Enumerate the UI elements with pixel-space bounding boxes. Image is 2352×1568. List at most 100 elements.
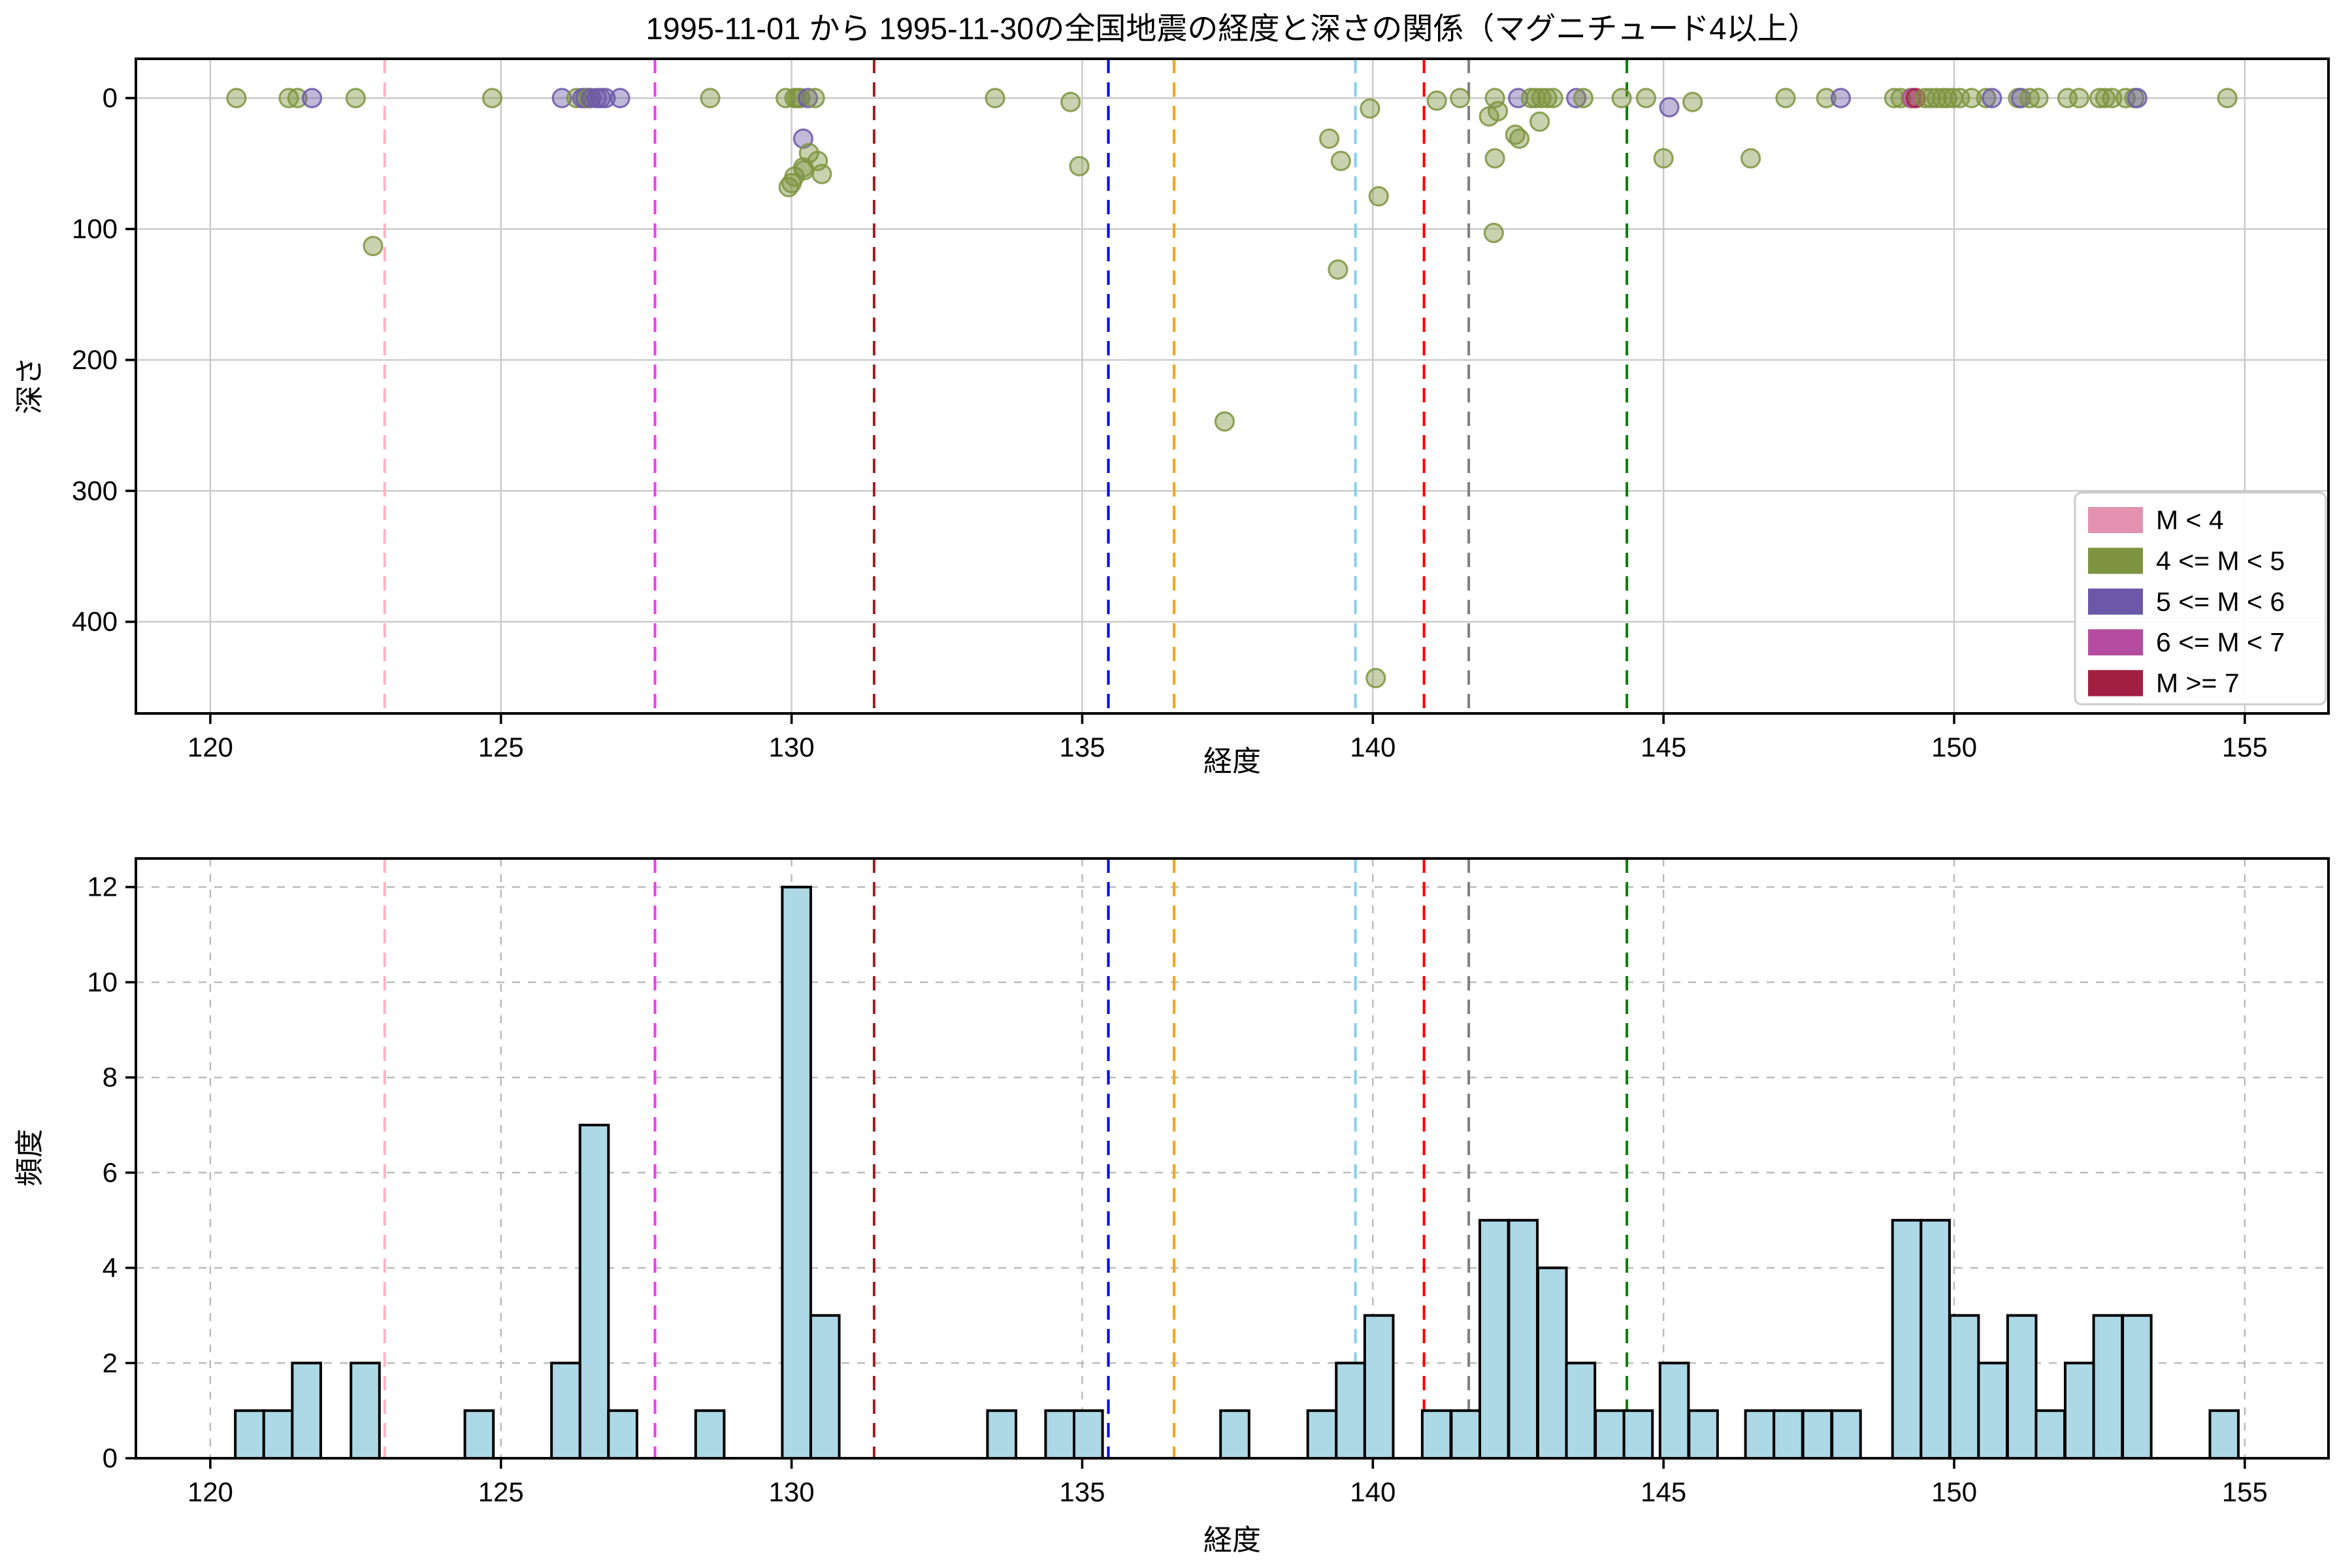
scatter-point bbox=[2068, 88, 2089, 108]
histogram-bar bbox=[1044, 1409, 1075, 1460]
histogram-bar bbox=[809, 1314, 841, 1460]
bottom-x-tick-label: 145 bbox=[1641, 1477, 1686, 1507]
top-y-tick-label: 400 bbox=[72, 606, 118, 637]
scatter-point bbox=[1653, 148, 1674, 169]
scatter-point bbox=[1659, 97, 1680, 118]
histogram-bar bbox=[262, 1409, 294, 1460]
scatter-point bbox=[1635, 88, 1657, 108]
bottom-y-tick-label: 12 bbox=[87, 872, 118, 902]
histogram-bar bbox=[1891, 1218, 1923, 1460]
scatter-point bbox=[1328, 259, 1348, 280]
scatter-point bbox=[1537, 88, 1558, 108]
scatter-point bbox=[1520, 88, 1541, 108]
top-x-tick-label: 155 bbox=[2222, 732, 2268, 762]
scatter-point bbox=[2127, 88, 2148, 108]
histogram-bar bbox=[1831, 1409, 1862, 1460]
histogram-bar bbox=[2208, 1409, 2240, 1460]
top-plot-frame bbox=[135, 57, 2330, 715]
histogram-bar bbox=[463, 1409, 495, 1460]
scatter-point bbox=[1529, 111, 1550, 132]
bottom-y-tick-label: 8 bbox=[103, 1062, 118, 1092]
top-x-tick-label: 145 bbox=[1641, 732, 1686, 762]
top-x-tick-label: 140 bbox=[1350, 732, 1396, 762]
top-xaxis-label: 経度 bbox=[1203, 745, 1261, 777]
histogram-bar bbox=[291, 1362, 322, 1460]
top-x-tick-label: 130 bbox=[769, 732, 815, 762]
legend-swatch bbox=[2088, 547, 2143, 574]
histogram-bar bbox=[2034, 1409, 2066, 1460]
scatter-point bbox=[226, 88, 247, 108]
scatter-point bbox=[790, 88, 811, 108]
scatter-point bbox=[1478, 106, 1499, 127]
scatter-point bbox=[1816, 88, 1837, 108]
scatter-point bbox=[1976, 88, 1997, 108]
scatter-point bbox=[804, 88, 825, 108]
bottom-y-tick-label: 6 bbox=[103, 1157, 118, 1188]
histogram-bar bbox=[1536, 1266, 1568, 1460]
scatter-point bbox=[301, 88, 323, 108]
legend-label: M < 4 bbox=[2156, 505, 2224, 535]
scatter-point bbox=[287, 88, 308, 108]
scatter-point bbox=[1509, 128, 1530, 149]
legend-label: 5 <= M < 6 bbox=[2156, 587, 2285, 617]
scatter-point bbox=[797, 88, 819, 108]
scatter-point bbox=[482, 88, 502, 108]
top-x-tick-label: 125 bbox=[478, 732, 524, 762]
scatter-point bbox=[595, 88, 616, 108]
histogram-bar bbox=[781, 885, 812, 1460]
histogram-bar bbox=[1688, 1409, 1719, 1460]
scatter-point bbox=[551, 88, 572, 108]
scatter-point bbox=[1775, 88, 1796, 108]
histogram-bar bbox=[1744, 1409, 1776, 1460]
histogram-bar bbox=[1335, 1362, 1366, 1460]
histogram-bar bbox=[1772, 1409, 1804, 1460]
scatter-point bbox=[1214, 411, 1235, 432]
bottom-xaxis-label: 経度 bbox=[1203, 1524, 1261, 1556]
bottom-x-tick-label: 135 bbox=[1059, 1477, 1105, 1507]
legend-swatch bbox=[2088, 629, 2143, 656]
bottom-x-tick-label: 155 bbox=[2222, 1477, 2268, 1507]
scatter-point bbox=[1682, 91, 1703, 112]
scatter-point bbox=[1484, 148, 1505, 169]
top-y-tick-label: 100 bbox=[72, 214, 118, 244]
histogram-bar bbox=[1622, 1409, 1654, 1460]
histogram-bar bbox=[1948, 1314, 1980, 1460]
scatter-point bbox=[1982, 88, 2002, 108]
histogram-bar bbox=[550, 1362, 581, 1460]
scatter-point bbox=[1740, 148, 1761, 169]
histogram-bar bbox=[1306, 1409, 1338, 1460]
scatter-point bbox=[2095, 88, 2115, 108]
top-y-tick-label: 0 bbox=[103, 82, 118, 113]
figure-title: 1995-11-01 から 1995-11-30の全国地震の経度と深さの関係（マ… bbox=[645, 11, 1818, 46]
bottom-x-tick-label: 120 bbox=[188, 1477, 233, 1507]
scatter-point bbox=[345, 88, 366, 108]
scatter-point bbox=[985, 88, 1005, 108]
scatter-point bbox=[1426, 90, 1447, 111]
histogram-bar bbox=[694, 1409, 726, 1460]
legend-label: 6 <= M < 7 bbox=[2156, 627, 2285, 657]
bottom-y-tick-label: 4 bbox=[103, 1252, 118, 1283]
bottom-plot-frame bbox=[135, 857, 2330, 1460]
scatter-point bbox=[1318, 128, 1340, 149]
histogram-bar bbox=[350, 1362, 381, 1460]
scatter-point bbox=[1926, 88, 1947, 108]
top-x-tick-label: 135 bbox=[1059, 732, 1105, 762]
histogram-bar bbox=[1219, 1409, 1250, 1460]
scatter-point bbox=[1961, 88, 1982, 108]
histogram-bar bbox=[234, 1409, 265, 1460]
scatter-point bbox=[1483, 222, 1504, 244]
histogram-bar bbox=[1977, 1362, 2008, 1460]
histogram-bar bbox=[1658, 1362, 1690, 1460]
scatter-point bbox=[811, 163, 832, 184]
scatter-point bbox=[2028, 88, 2049, 108]
legend-swatch bbox=[2088, 507, 2143, 533]
histogram-bar bbox=[2092, 1314, 2124, 1460]
histogram-bar bbox=[607, 1409, 638, 1460]
histogram-bar bbox=[1363, 1314, 1395, 1460]
scatter-point bbox=[1450, 88, 1471, 108]
bottom-x-tick-label: 150 bbox=[1931, 1477, 1977, 1507]
scatter-point bbox=[1573, 88, 1593, 108]
scatter-point bbox=[1543, 88, 1563, 108]
legend-swatch bbox=[2088, 670, 2143, 696]
